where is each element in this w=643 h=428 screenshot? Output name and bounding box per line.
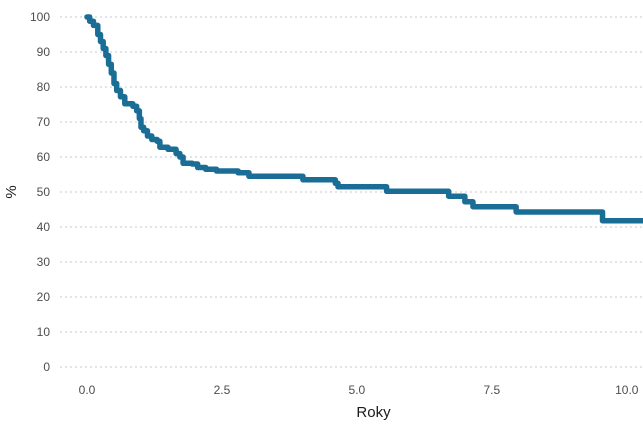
y-tick-label: 10 [37, 325, 51, 339]
x-tick-label: 0.0 [79, 383, 96, 397]
x-tick-label: 7.5 [484, 383, 501, 397]
y-axis-ticks: 0 10 20 30 40 50 60 70 80 90 100 [30, 10, 50, 374]
y-tick-label: 50 [37, 185, 51, 199]
survival-step-line-0 [84, 14, 643, 224]
y-tick-label: 100 [30, 10, 50, 24]
y-tick-label: 40 [37, 220, 51, 234]
y-axis-title: % [3, 185, 20, 198]
x-axis-ticks: 0.0 2.5 5.0 7.5 10.0 [79, 383, 639, 397]
x-tick-label: 10.0 [615, 383, 639, 397]
series-layer [84, 14, 643, 224]
x-tick-label: 2.5 [214, 383, 231, 397]
y-tick-label: 0 [43, 360, 50, 374]
y-tick-label: 70 [37, 115, 51, 129]
grid-layer [60, 16, 643, 368]
y-tick-label: 20 [37, 290, 51, 304]
x-tick-label: 5.0 [349, 383, 366, 397]
y-tick-label: 30 [37, 255, 51, 269]
y-tick-label: 60 [37, 150, 51, 164]
x-axis-title: Roky [356, 404, 391, 421]
y-tick-label: 80 [37, 80, 51, 94]
y-tick-label: 90 [37, 45, 51, 59]
